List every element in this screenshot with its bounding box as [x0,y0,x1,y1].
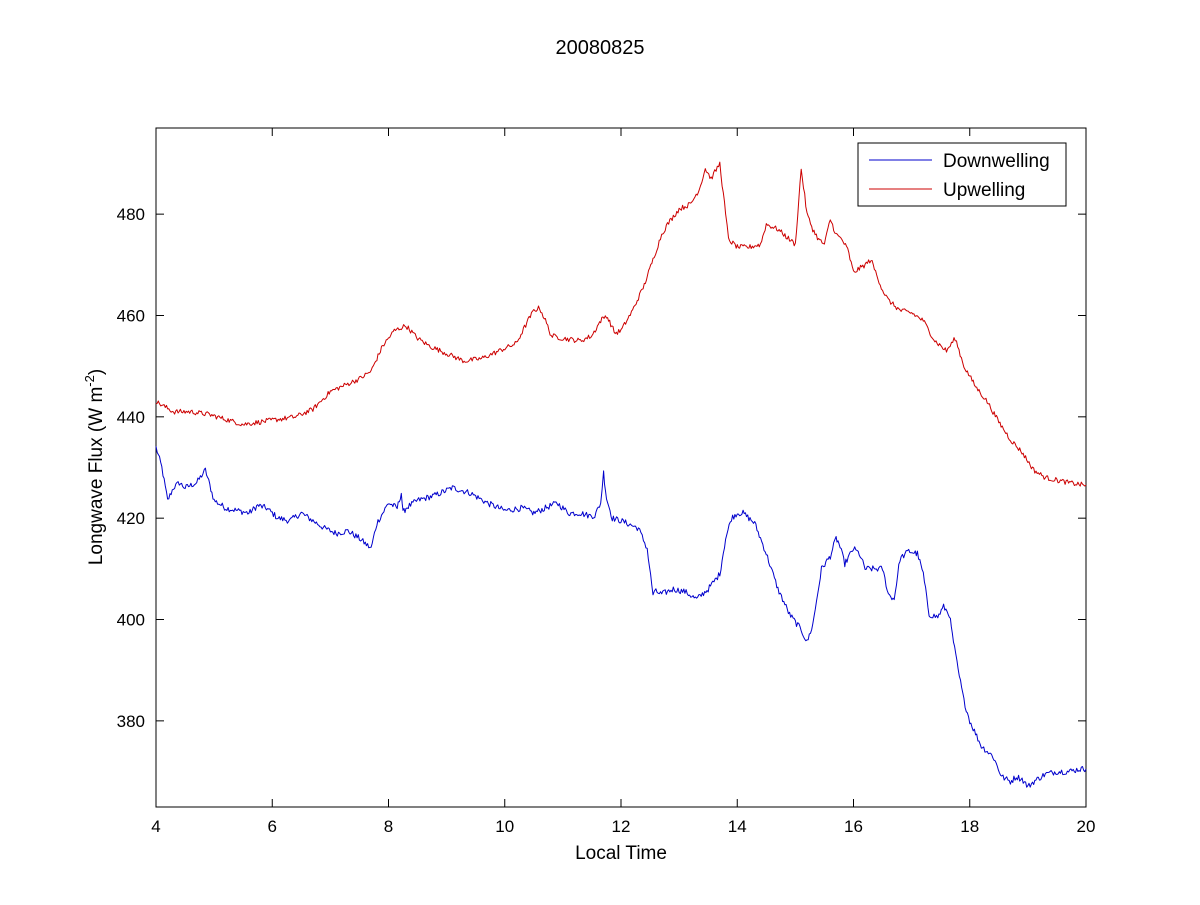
plot-area: 4 6 8 10 12 14 16 18 20 380 400 420 440 460 480 [117,127,1096,836]
y-axis-label-close: ) [86,369,107,375]
x-tick-label: 16 [844,817,863,836]
plot-frame [155,127,1087,808]
x-tick-label: 12 [612,817,631,836]
x-tick-label: 14 [728,817,747,836]
legend-label-downwelling: Downwelling [943,151,1050,172]
y-tick-label: 400 [117,611,145,630]
legend-box [857,142,1067,207]
x-tick-label: 10 [495,817,514,836]
series-layer [155,161,1087,788]
x-axis-label: Local Time [575,843,667,864]
chart-title: 20080825 [556,37,645,59]
legend: Downwelling Upwelling [857,142,1067,207]
y-tick-label: 460 [117,306,145,325]
x-tick-label: 8 [384,817,393,836]
series-line-downwelling [155,446,1087,788]
series-line-upwelling [155,161,1087,487]
legend-label-upwelling: Upwelling [943,180,1025,201]
y-tick-label: 480 [117,205,145,224]
y-tick-label: 420 [117,509,145,528]
y-axis-label-superscript: -2 [82,375,97,387]
y-tick-label: 380 [117,712,145,731]
x-tick-label: 6 [268,817,277,836]
y-axis-label: Longwave Flux (W m-2) [82,369,107,565]
y-tick-label: 440 [117,408,145,427]
y-axis-label-main: Longwave Flux (W m [86,387,107,565]
tick-layer: 4 6 8 10 12 14 16 18 20 380 400 420 440 460 480 [117,128,1096,836]
x-tick-label: 4 [151,817,160,836]
x-tick-label: 18 [960,817,979,836]
x-tick-label: 20 [1077,817,1096,836]
